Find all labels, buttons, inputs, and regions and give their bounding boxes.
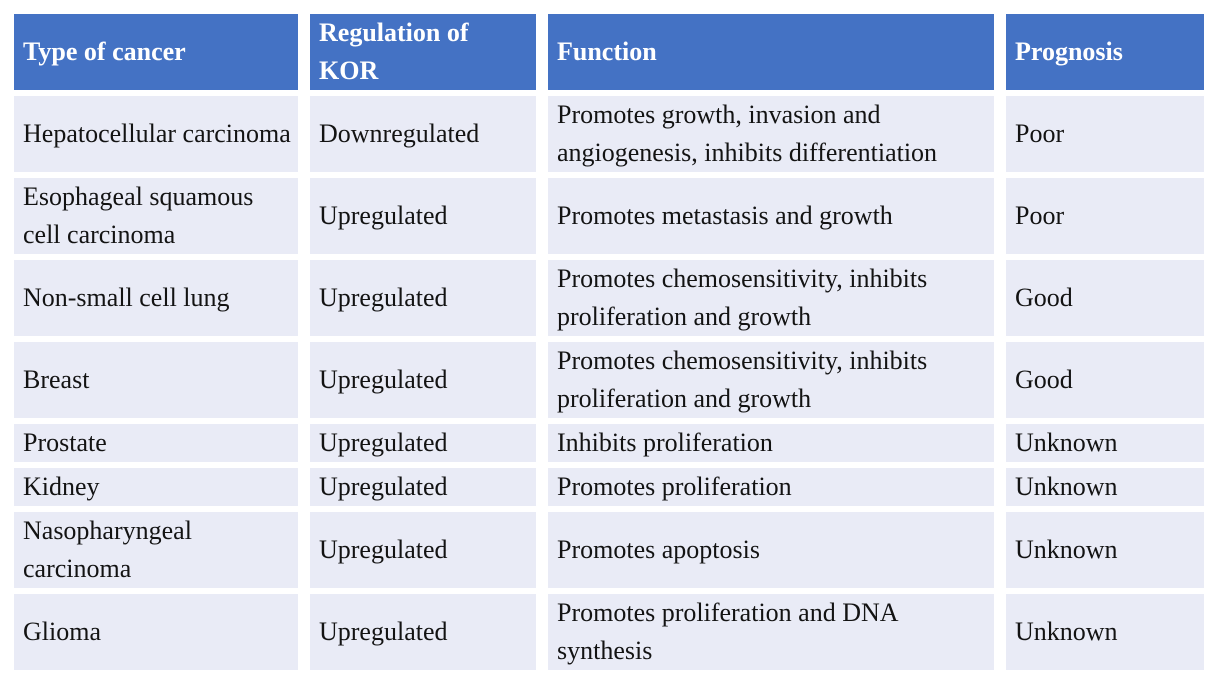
table-row: Kidney Upregulated Promotes proliferation U… [14, 468, 1204, 506]
table-row: Non-small cell lung Upregulated Promotes c… [14, 260, 1204, 336]
table-cell-type: Esophageal squamous cell carcinoma [14, 178, 298, 254]
table-cell-prognosis: Good [1006, 260, 1204, 336]
table-cell-type: Prostate [14, 424, 298, 462]
table-cell-regulation: Upregulated [310, 260, 536, 336]
table-cell-type: Nasopharyngeal carcinoma [14, 512, 298, 588]
column-header-regulation-of-kor: Regulation of KOR [310, 14, 536, 90]
table-row: Nasopharyngeal carcinoma Upregulated Promo… [14, 512, 1204, 588]
table-cell-function: Promotes metastasis and growth [548, 178, 994, 254]
table-cell-function: Promotes apoptosis [548, 512, 994, 588]
table-cell-function: Promotes chemosensitivity, inhibits prol… [548, 342, 994, 418]
table-cell-function: Promotes proliferation and DNA synthesis [548, 594, 994, 670]
table-cell-type: Glioma [14, 594, 298, 670]
table-cell-regulation: Upregulated [310, 512, 536, 588]
table-cell-regulation: Upregulated [310, 342, 536, 418]
column-header-type-of-cancer: Type of cancer [14, 14, 298, 90]
table-cell-function: Inhibits proliferation [548, 424, 994, 462]
table-cell-prognosis: Poor [1006, 178, 1204, 254]
table-cell-prognosis: Good [1006, 342, 1204, 418]
table-cell-regulation: Upregulated [310, 424, 536, 462]
table-row: Breast Upregulated Promotes chemosensitivi… [14, 342, 1204, 418]
table-cell-regulation: Downregulated [310, 96, 536, 172]
column-header-prognosis: Prognosis [1006, 14, 1204, 90]
table-row: Esophageal squamous cell carcinoma Upregu… [14, 178, 1204, 254]
table-header: Type of cancer Regulation of KOR Functio… [14, 14, 1204, 90]
column-header-function: Function [548, 14, 994, 90]
table-cell-regulation: Upregulated [310, 468, 536, 506]
table-cell-prognosis: Unknown [1006, 424, 1204, 462]
table-cell-type: Non-small cell lung [14, 260, 298, 336]
table-body: Hepatocellular carcinoma Downregulated Pro… [14, 96, 1204, 670]
table-row: Glioma Upregulated Promotes proliferation … [14, 594, 1204, 670]
table-cell-regulation: Upregulated [310, 594, 536, 670]
table-cell-function: Promotes proliferation [548, 468, 994, 506]
table-row: Prostate Upregulated Inhibits proliferatio… [14, 424, 1204, 462]
table-cell-type: Kidney [14, 468, 298, 506]
kor-cancer-table: Type of cancer Regulation of KOR Functio… [2, 8, 1216, 676]
table-cell-type: Breast [14, 342, 298, 418]
table-row: Hepatocellular carcinoma Downregulated Pro… [14, 96, 1204, 172]
table-cell-prognosis: Unknown [1006, 594, 1204, 670]
table-cell-function: Promotes growth, invasion and angiogenes… [548, 96, 994, 172]
header-row: Type of cancer Regulation of KOR Functio… [14, 14, 1204, 90]
table-cell-function: Promotes chemosensitivity, inhibits prol… [548, 260, 994, 336]
table-cell-prognosis: Unknown [1006, 512, 1204, 588]
table-cell-prognosis: Poor [1006, 96, 1204, 172]
table-cell-prognosis: Unknown [1006, 468, 1204, 506]
table-cell-regulation: Upregulated [310, 178, 536, 254]
table-cell-type: Hepatocellular carcinoma [14, 96, 298, 172]
